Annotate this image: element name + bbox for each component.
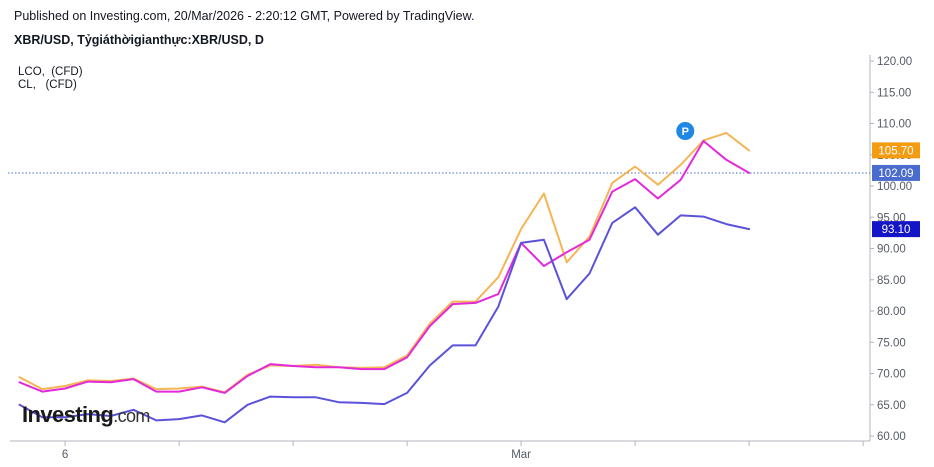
price-label-bg bbox=[872, 164, 920, 181]
price-label-1: 102.09 bbox=[872, 164, 920, 181]
x-tick-label: Mar bbox=[511, 449, 531, 461]
legend: LCO, (CFD) CL, (CFD) bbox=[18, 66, 83, 92]
published-caption: Published on Investing.com, 20/Mar/2026 … bbox=[14, 9, 475, 23]
y-tick-label: 75.00 bbox=[877, 337, 906, 349]
investing-logo: Investing.com bbox=[22, 402, 150, 428]
y-tick-label: 120.00 bbox=[877, 56, 912, 68]
legend-item-lco: LCO, (CFD) bbox=[18, 66, 83, 78]
y-tick-label: 115.00 bbox=[877, 87, 911, 99]
logo-brand: Investing bbox=[22, 402, 114, 427]
marker-circle bbox=[676, 122, 695, 140]
legend-item-cl: CL, (CFD) bbox=[18, 79, 77, 91]
x-tick-label: 6 bbox=[62, 449, 68, 461]
series-lines bbox=[18, 131, 751, 424]
y-tick-label: 100.00 bbox=[877, 181, 912, 193]
marker-label: P bbox=[682, 126, 689, 138]
series-line-1 bbox=[18, 140, 751, 394]
price-label-0: 105.70 bbox=[872, 142, 920, 159]
y-tick-label: 70.00 bbox=[877, 369, 906, 381]
series-line-2 bbox=[18, 206, 751, 424]
chart-axes: 120.00115.00110.00105.00100.0095.0090.00… bbox=[10, 55, 912, 461]
price-label-bg bbox=[872, 221, 920, 238]
y-tick-label: 90.00 bbox=[877, 244, 906, 256]
y-tick-label: 85.00 bbox=[877, 275, 906, 287]
logo-suffix: .com bbox=[113, 406, 150, 426]
y-tick-label: 60.00 bbox=[877, 431, 906, 443]
y-tick-label: 110.00 bbox=[877, 119, 911, 131]
chart-symbol-title: XBR/USD, Tỷgiáthờigianthực:XBR/USD, D bbox=[14, 33, 264, 47]
series-line-0 bbox=[18, 131, 751, 394]
price-label-2: 93.10 bbox=[872, 221, 920, 238]
y-tick-label: 80.00 bbox=[877, 306, 906, 318]
y-tick-label: 65.00 bbox=[877, 400, 906, 412]
price-label-text: 93.10 bbox=[882, 224, 911, 236]
price-labels: 105.70 102.09 93.10 bbox=[872, 142, 920, 238]
event-marker[interactable]: P bbox=[676, 122, 695, 140]
price-label-bg bbox=[872, 142, 920, 159]
price-label-text: 102.09 bbox=[878, 168, 913, 180]
price-label-text: 105.70 bbox=[878, 145, 913, 157]
